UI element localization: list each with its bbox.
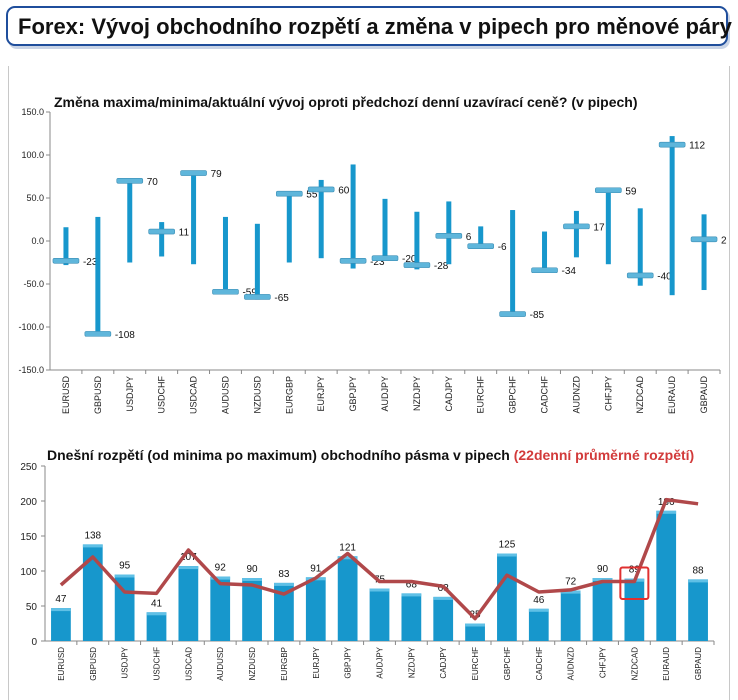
- page-title: Forex: Vývoj obchodního rozpětí a změna …: [18, 14, 732, 39]
- title-box: Forex: Vývoj obchodního rozpětí a změna …: [6, 6, 732, 46]
- charts-panel: [8, 66, 730, 700]
